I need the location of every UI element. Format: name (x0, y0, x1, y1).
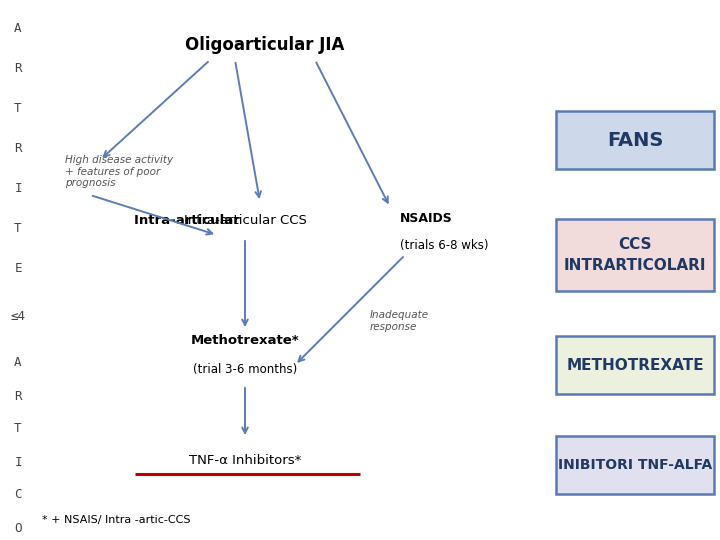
Text: NSAIDS: NSAIDS (400, 212, 453, 225)
FancyBboxPatch shape (556, 336, 714, 394)
Text: R: R (14, 62, 22, 75)
Text: Oligoarticular JIA: Oligoarticular JIA (185, 36, 345, 54)
Text: Intra-articular CCS: Intra-articular CCS (184, 213, 307, 226)
Text: Inadequate
response: Inadequate response (370, 310, 429, 332)
Text: E: E (14, 261, 22, 274)
Text: (trials 6-8 wks): (trials 6-8 wks) (400, 239, 488, 252)
Text: INIBITORI TNF-ALFA: INIBITORI TNF-ALFA (558, 458, 712, 472)
Text: T: T (14, 422, 22, 435)
Text: (trial 3-6 months): (trial 3-6 months) (193, 363, 297, 376)
FancyBboxPatch shape (556, 111, 714, 169)
Text: I: I (14, 181, 22, 194)
Text: CCS
INTRARTICOLARI: CCS INTRARTICOLARI (564, 237, 706, 273)
Text: * + NSAIS/ Intra -artic-CCS: * + NSAIS/ Intra -artic-CCS (42, 515, 191, 525)
Text: Methotrexate*: Methotrexate* (191, 334, 300, 347)
Text: High disease activity
+ features of poor
prognosis: High disease activity + features of poor… (65, 155, 173, 188)
Text: T: T (14, 102, 22, 114)
Text: C: C (14, 489, 22, 502)
Text: O: O (14, 522, 22, 535)
Text: ≤4: ≤4 (11, 309, 25, 322)
Text: R: R (14, 389, 22, 402)
Text: R: R (14, 141, 22, 154)
Text: I: I (14, 456, 22, 469)
Text: TNF-α Inhibitors*: TNF-α Inhibitors* (189, 454, 301, 467)
FancyBboxPatch shape (556, 219, 714, 291)
Text: A: A (14, 22, 22, 35)
FancyBboxPatch shape (556, 436, 714, 494)
Text: Intra-articular: Intra-articular (135, 213, 245, 226)
Text: T: T (14, 221, 22, 234)
Text: METHOTREXATE: METHOTREXATE (566, 357, 704, 373)
Text: FANS: FANS (607, 131, 663, 150)
Text: A: A (14, 356, 22, 369)
